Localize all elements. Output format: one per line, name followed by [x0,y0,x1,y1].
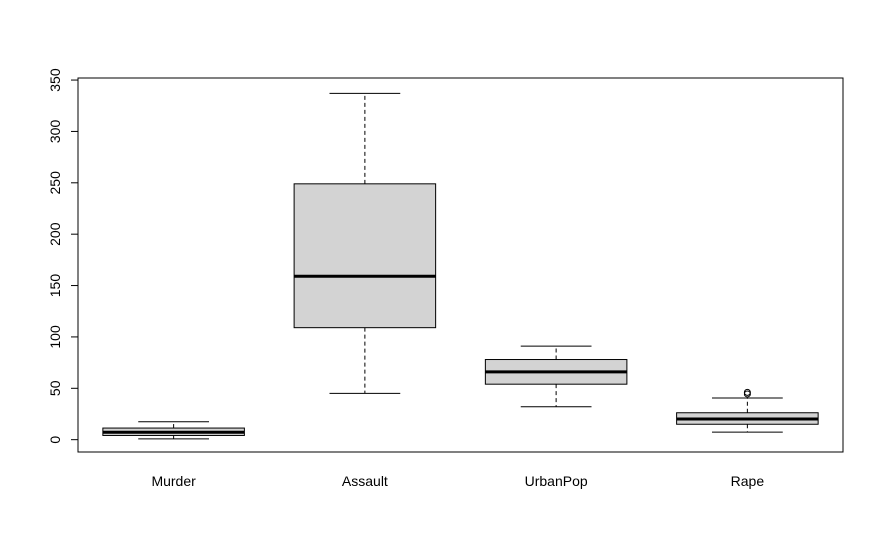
y-tick-label: 300 [47,120,63,144]
y-tick-label: 200 [47,222,63,246]
plot-frame [77,77,844,453]
box-iqr [293,183,437,329]
y-tick-label: 0 [47,436,63,444]
y-tick-label: 100 [47,325,63,349]
outlier-point [743,388,751,396]
x-category-label: Murder [151,473,196,489]
x-category-label: Assault [342,473,388,489]
x-category-label: UrbanPop [525,473,588,489]
y-tick-label: 250 [47,171,63,195]
y-tick-label: 150 [47,274,63,298]
y-tick-label: 50 [47,380,63,396]
x-category-label: Rape [731,473,765,489]
y-tick-label: 350 [47,68,63,92]
